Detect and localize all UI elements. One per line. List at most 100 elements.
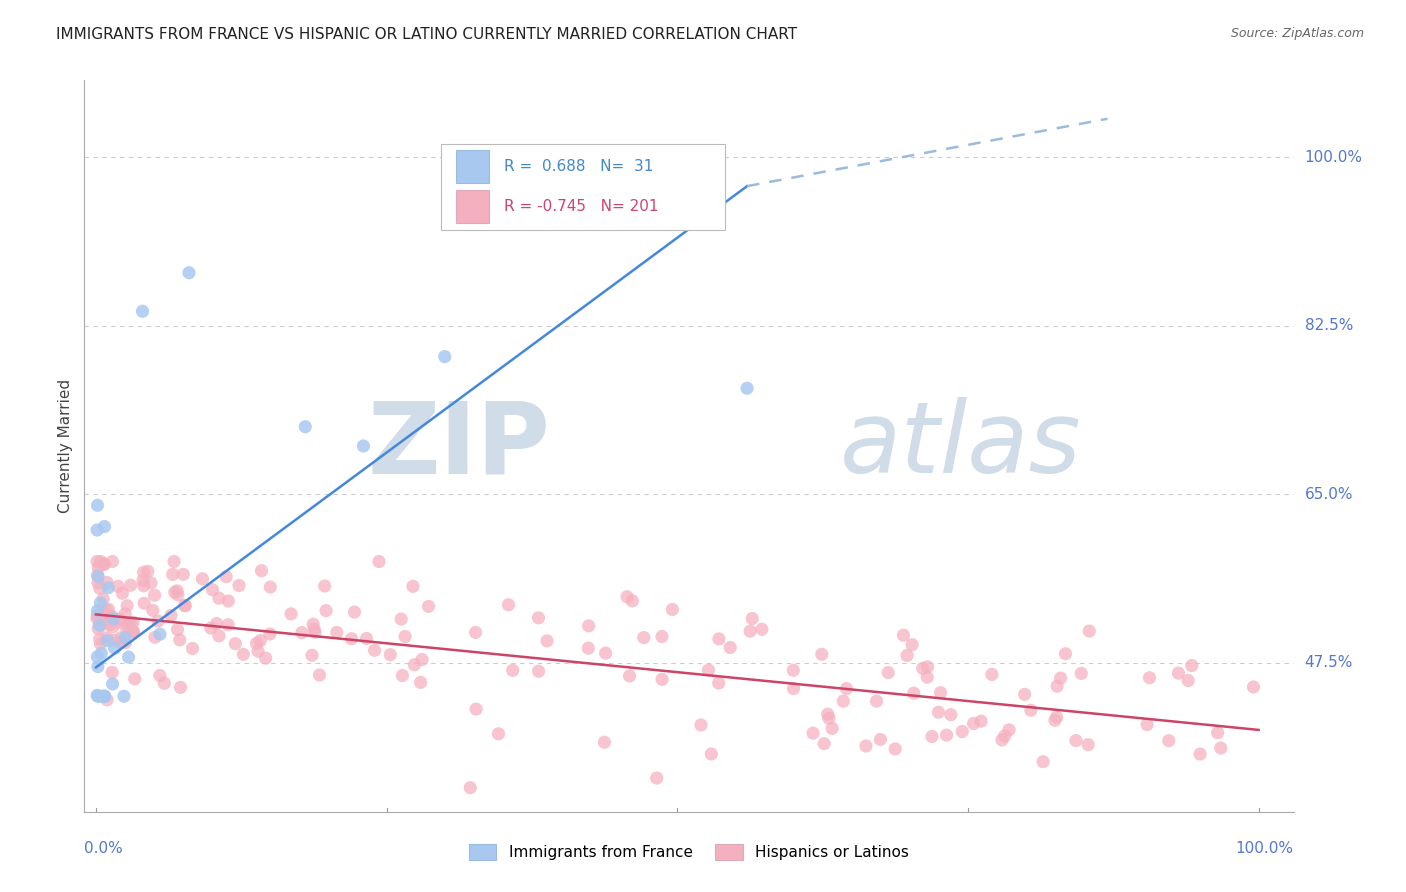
Point [896,648,918,663]
Point [1032,755,1054,769]
Point [86,568,108,582]
Point [817,707,839,722]
Point [291,625,314,640]
Point [465,702,488,716]
Point [217,594,239,608]
Point [536,633,558,648]
Bar [456,150,489,183]
Point [89,596,111,610]
Point [813,737,835,751]
Point [304,625,326,640]
Point [166,623,188,637]
Point [315,604,337,618]
Point [343,605,366,619]
Point [90,646,112,660]
Point [433,350,456,364]
Point [651,673,673,687]
Point [707,632,730,646]
Point [174,599,197,613]
Point [352,439,374,453]
Point [294,419,316,434]
Point [855,739,877,753]
Point [228,578,250,592]
Point [917,660,939,674]
Point [107,615,129,629]
Point [464,625,486,640]
Point [356,632,378,646]
Point [101,609,124,624]
Point [208,629,231,643]
Point [86,498,108,512]
Point [169,681,191,695]
Text: 100.0%: 100.0% [1305,150,1362,165]
Point [458,780,481,795]
Point [740,624,762,639]
Point [87,622,110,636]
Point [254,651,277,665]
Point [122,624,145,639]
Point [87,560,110,574]
Point [1014,687,1036,701]
Point [884,742,907,756]
Point [87,659,110,673]
Point [115,621,138,635]
Point [980,667,1002,681]
Point [232,648,254,662]
Text: ZIP: ZIP [367,398,550,494]
Point [409,675,432,690]
Point [96,631,118,645]
Point [402,579,425,593]
Point [124,672,146,686]
Point [166,583,188,598]
Point [576,641,599,656]
Point [143,630,166,644]
Point [93,690,115,704]
Point [250,564,273,578]
Point [86,604,108,618]
Point [114,635,136,649]
Point [633,631,655,645]
Point [107,579,129,593]
Point [1019,703,1042,717]
Point [998,723,1021,737]
Point [394,630,416,644]
Legend: Immigrants from France, Hispanics or Latinos: Immigrants from France, Hispanics or Lat… [463,838,915,867]
Point [302,622,325,636]
Point [700,747,723,761]
Point [1064,733,1087,747]
Point [93,519,115,533]
Point [149,627,172,641]
Point [690,718,713,732]
Point [1209,741,1232,756]
Point [143,588,166,602]
Point [122,625,145,640]
Point [619,669,641,683]
Point [86,608,108,623]
Point [488,727,510,741]
Point [962,716,984,731]
Point [893,628,915,642]
Point [162,567,184,582]
Point [911,661,934,675]
Bar [456,190,489,223]
Point [112,690,135,704]
Point [314,579,336,593]
Point [391,668,413,682]
Text: 100.0%: 100.0% [1236,841,1294,856]
Point [302,617,325,632]
Point [110,635,132,649]
Point [98,617,121,632]
Point [86,649,108,664]
FancyBboxPatch shape [441,144,725,230]
Text: atlas: atlas [841,398,1081,494]
Point [121,624,143,638]
Point [160,608,183,623]
Point [101,665,124,680]
Point [117,618,139,632]
Point [1167,666,1189,681]
Point [181,641,204,656]
Point [782,663,804,677]
Point [950,724,973,739]
Point [411,652,433,666]
Point [1177,673,1199,688]
